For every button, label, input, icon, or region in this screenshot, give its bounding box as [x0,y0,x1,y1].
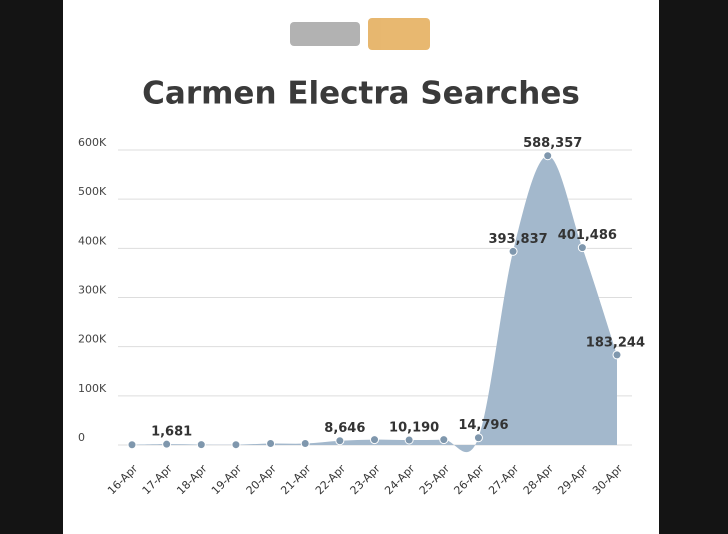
point [439,435,449,445]
data-label: 10,190 [389,420,439,435]
data-label: 401,486 [558,228,617,243]
data-label: 1,681 [151,425,192,440]
point [127,440,137,450]
data-label: 14,796 [458,418,508,433]
y-tick-label: 100K [78,382,107,395]
y-tick-label: 300K [78,284,107,297]
point [335,436,345,446]
area [132,155,617,453]
logo-part [368,18,430,50]
point [196,440,206,450]
data-label: 393,837 [488,232,547,247]
blurred-logo [290,18,430,50]
point [370,435,379,445]
point [300,439,310,449]
y-tick-label: 200K [78,333,107,346]
point [231,440,241,450]
point [577,243,587,253]
point [543,151,553,161]
point [612,350,622,360]
point [508,246,518,256]
chart-title: Carmen Electra Searches [142,76,580,112]
point [266,439,276,449]
y-tick-label: 500K [78,185,107,198]
point [162,439,172,449]
data-label: 8,646 [324,421,365,436]
point [473,433,483,443]
data-label: 183,244 [586,335,645,350]
y-tick-label: 0 [78,431,85,444]
y-tick-label: 600K [78,136,107,149]
logo-part [290,22,360,46]
point [404,435,414,445]
y-tick-label: 400K [78,234,107,247]
data-label: 588,357 [523,136,582,151]
